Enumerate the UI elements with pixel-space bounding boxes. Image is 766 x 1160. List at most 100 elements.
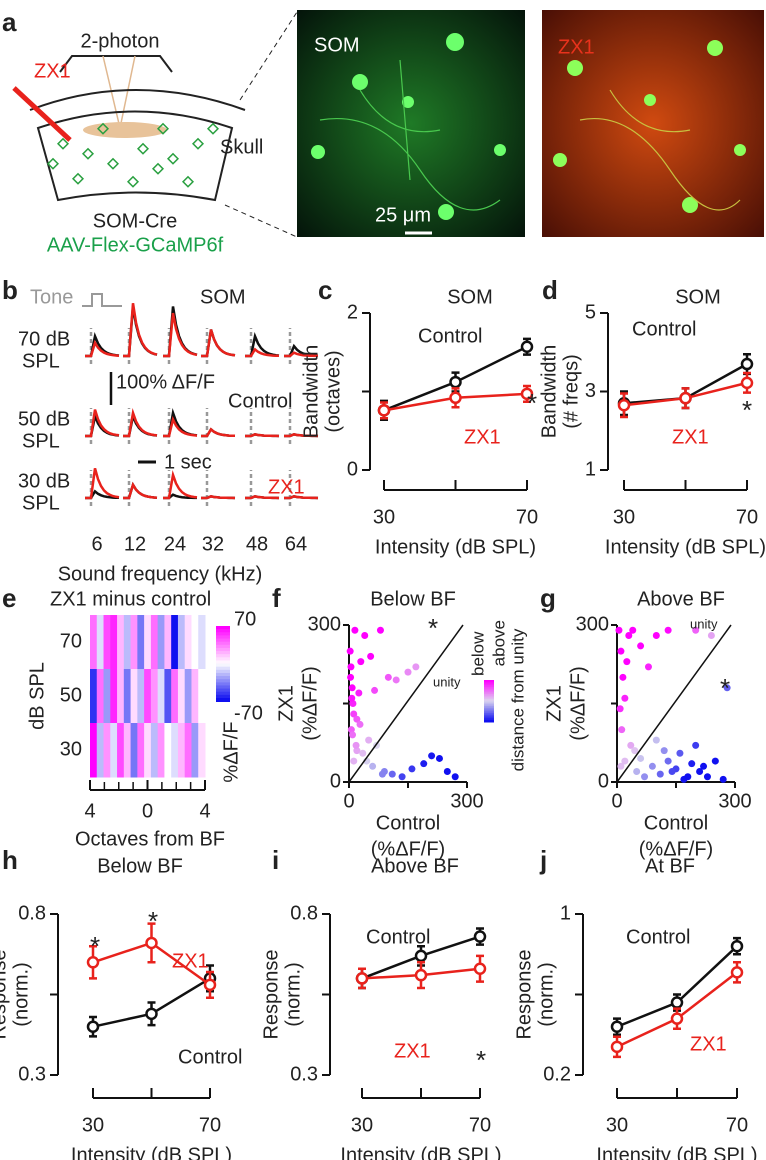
cell: [184, 723, 192, 778]
x-tick-label: 4: [199, 800, 210, 822]
colorbar-cell: [216, 676, 230, 681]
point: [723, 684, 731, 692]
y-tick-label: 0.3: [290, 1063, 318, 1085]
point: [621, 694, 629, 702]
x-tick-label: 300: [718, 790, 751, 812]
trace: [245, 495, 280, 500]
colorbar-cell: [216, 638, 230, 643]
point: [408, 765, 416, 773]
point: [676, 749, 684, 757]
series-label: ZX1: [672, 426, 709, 448]
point: [371, 686, 379, 694]
point: [348, 684, 356, 692]
point: [348, 694, 356, 702]
point: [623, 658, 631, 666]
x-tick-label: 70: [199, 1114, 221, 1136]
cell: [130, 723, 138, 778]
cell: [117, 723, 125, 778]
annotation: *: [742, 395, 752, 425]
image: [542, 10, 764, 237]
x-tick-label: 12: [124, 533, 146, 555]
x-tick-label: 300: [450, 790, 483, 812]
x-tick-label: 70: [736, 506, 758, 528]
point: [730, 966, 744, 979]
cell: [164, 615, 172, 670]
colorbar-cell: [484, 690, 494, 693]
chart-title: SOM: [447, 286, 493, 308]
x-axis-label: Octaves from BF: [75, 828, 225, 850]
cell: [130, 615, 138, 670]
cell: [184, 615, 192, 670]
point: [412, 663, 420, 671]
neurons: [46, 122, 220, 188]
y-tick-label: 1: [585, 458, 596, 480]
series-label: Control: [626, 926, 690, 948]
x-tick-label: 30: [613, 506, 635, 528]
colorbar-cell: [484, 704, 494, 707]
trace: [284, 433, 319, 438]
point: [617, 647, 625, 655]
series-label: Control: [632, 318, 696, 340]
point: [648, 762, 656, 770]
y-axis-label: (norm.): [535, 962, 557, 1026]
cell: [96, 669, 105, 724]
x-tick-label: 0: [142, 800, 153, 822]
y-tick-label: 300: [308, 613, 341, 635]
colorbar-label: below: [468, 631, 487, 676]
point: [451, 773, 459, 781]
dendrites: [579, 89, 741, 211]
y-tick-label: 0: [598, 770, 609, 792]
point: [616, 705, 624, 713]
point: [449, 391, 462, 405]
point: [664, 757, 672, 765]
colorbar-cell: [216, 666, 230, 671]
y-tick-label: 70: [60, 630, 82, 652]
point: [435, 754, 443, 762]
brain: [36, 110, 234, 202]
micrograph: ZX1: [542, 10, 764, 237]
chart-title: ZX1 minus control: [50, 588, 211, 610]
cell: [103, 669, 111, 724]
point: [384, 673, 392, 681]
point: [618, 726, 626, 734]
point: [631, 747, 639, 755]
cell: [164, 669, 172, 724]
row-label: 50 dB: [18, 408, 70, 430]
x-tick-label: 0: [611, 790, 622, 812]
y-axis-label: (%ΔF/F): [299, 666, 321, 740]
cell: [177, 615, 186, 670]
point: [361, 631, 369, 639]
cell: [110, 615, 118, 670]
cell: [90, 669, 98, 724]
point: [610, 1020, 624, 1033]
x-tick-label: 0: [343, 790, 354, 812]
annotation: *: [476, 1045, 486, 1075]
panel-letter: i: [272, 845, 279, 875]
annotation: *: [527, 388, 537, 418]
cell: [144, 669, 152, 724]
point: [641, 773, 649, 781]
label: 2-photon: [81, 30, 160, 52]
row-label: 70 dB: [18, 328, 70, 350]
panel-letter: g: [540, 583, 556, 613]
point: [367, 652, 375, 660]
point: [740, 376, 754, 390]
x-tick-label: 30: [351, 1114, 373, 1136]
row-label: SPL: [22, 350, 60, 372]
point: [473, 962, 487, 975]
cell: [137, 615, 145, 670]
y-tick-label: 30: [60, 738, 82, 760]
trace: [85, 409, 120, 438]
micrograph: SOM 25 μm: [297, 10, 525, 237]
cell: [110, 723, 118, 778]
point: [656, 770, 664, 778]
cell: [144, 615, 152, 670]
cell: [157, 723, 165, 778]
colorbar-cell: [484, 683, 494, 686]
trace: [284, 495, 319, 500]
cell: [171, 615, 179, 670]
chart-title: SOM: [675, 286, 721, 308]
cell: [117, 669, 125, 724]
colorbar-cell: [216, 694, 230, 699]
